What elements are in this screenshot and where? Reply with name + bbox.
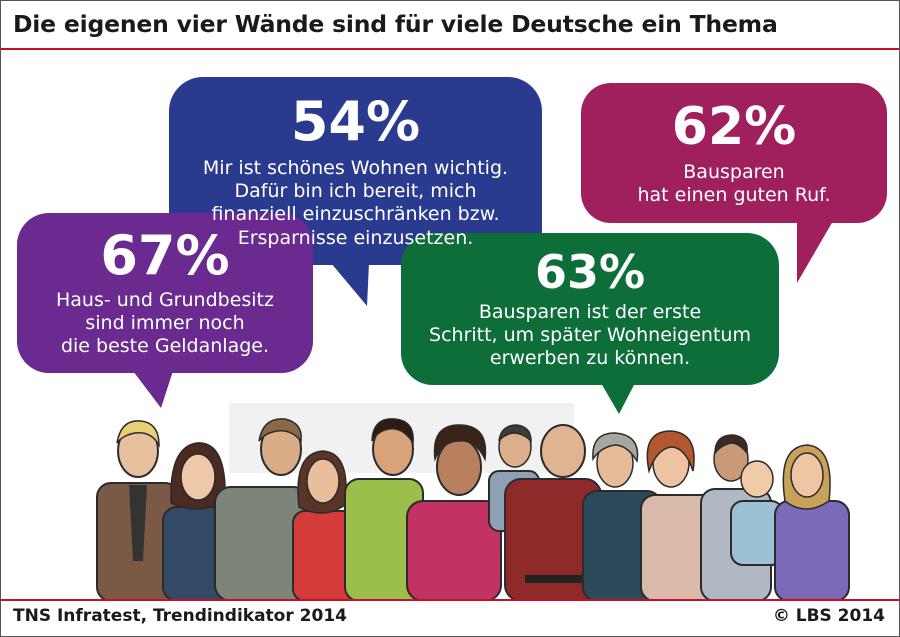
bubble-67-shape	[17, 213, 313, 408]
bubble-67-percent: 67%	[100, 224, 230, 287]
bubble-62-percent: 62%	[671, 97, 797, 157]
bubble-54: 54% Mir ist schönes Wohnen wichtig. Dafü…	[169, 95, 542, 250]
bubble-63-percent: 63%	[534, 245, 646, 299]
person-5	[344, 418, 424, 601]
bubble-63-line-2: Schritt, um später Wohneigentum	[429, 324, 751, 347]
person-8	[504, 424, 602, 601]
copyright-note: © LBS 2014	[772, 606, 885, 626]
bubble-54-line-1: Mir ist schönes Wohnen wichtig.	[202, 157, 509, 179]
person-12	[774, 444, 850, 601]
group-of-people-illustration	[96, 403, 850, 601]
person-3	[214, 418, 310, 601]
person-6	[406, 424, 502, 601]
source-note: TNS Infratest, Trendindikator 2014	[13, 606, 347, 626]
bubble-62: 62% Bausparen hat einen guten Ruf.	[581, 101, 887, 207]
person-11	[700, 434, 784, 601]
illustration-layer	[17, 77, 887, 601]
page-title: Die eigenen vier Wände sind für viele De…	[13, 10, 778, 38]
bubble-63-line-3: erwerben zu können.	[489, 347, 691, 370]
bubble-63-shape	[401, 233, 779, 414]
bubble-62-shape	[581, 83, 887, 283]
bubble-62-text: Bausparen hat einen guten Ruf.	[581, 161, 887, 207]
footer-divider	[1, 599, 899, 601]
person-4	[292, 450, 360, 601]
bubble-54-percent: 54%	[290, 90, 421, 153]
bubble-62-line-1: Bausparen	[683, 161, 785, 183]
bubble-54-line-4: Ersparnisse einzusetzen.	[237, 226, 474, 249]
bubble-63: 63% Bausparen ist der erste Schritt, um …	[401, 249, 779, 371]
bubble-62-line-2: hat einen guten Ruf.	[637, 184, 831, 207]
bubble-67-line-3: die beste Geldanlage.	[60, 335, 270, 358]
bubble-63-line-1: Bausparen ist der erste	[478, 301, 702, 323]
bubble-67: 67% Haus- und Grundbesitz sind immer noc…	[17, 229, 313, 359]
bubble-54-line-3: finanziell einzuschränken bzw.	[211, 203, 500, 226]
title-divider	[1, 48, 899, 50]
bubble-54-text: Mir ist schönes Wohnen wichtig. Dafür bi…	[169, 157, 542, 250]
bubble-63-text: Bausparen ist der erste Schritt, um spät…	[401, 301, 779, 371]
bubble-67-line-2: sind immer noch	[85, 312, 245, 335]
bubble-54-line-2: Dafür bin ich bereit, mich	[234, 180, 477, 203]
bubble-67-line-1: Haus- und Grundbesitz	[56, 289, 274, 311]
bubble-67-text: Haus- und Grundbesitz sind immer noch di…	[17, 289, 313, 359]
